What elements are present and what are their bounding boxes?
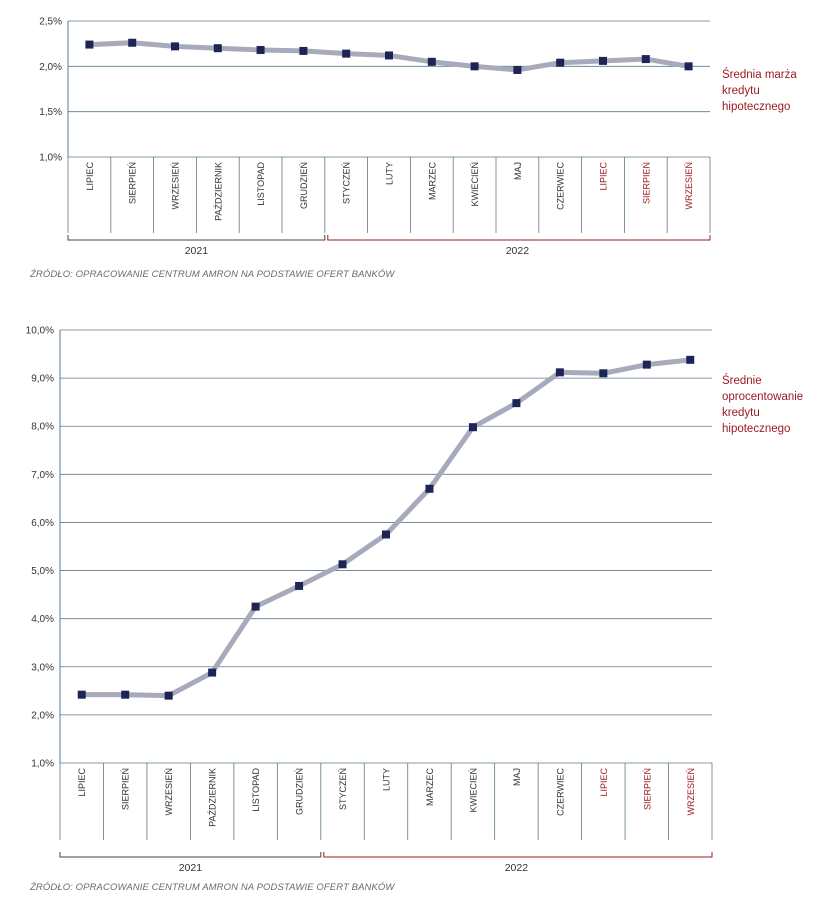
interest-legend-line-1: Średnie bbox=[722, 375, 762, 387]
month-label: KWIECIEŃ bbox=[468, 768, 478, 813]
month-label: LIPIEC bbox=[77, 768, 87, 797]
interest-legend-line-4: hipotecznego bbox=[722, 423, 791, 435]
year-label-2021: 2021 bbox=[179, 862, 203, 874]
interest-legend-line-3: kredytu bbox=[722, 407, 760, 419]
month-label: LUTY bbox=[382, 768, 392, 791]
month-label: MARZEC bbox=[427, 162, 437, 201]
month-label: SIERPIEŃ bbox=[641, 162, 651, 204]
month-label: KWIECIEŃ bbox=[470, 162, 480, 207]
month-label: LIPIEC bbox=[85, 162, 95, 191]
y-tick-label: 6,0% bbox=[31, 518, 54, 529]
margin-chart: 1,0% 1,5% 2,0% 2,5% LIPIEC SIERPIEŃ WRZESIEŃ PA… bbox=[39, 17, 711, 257]
data-point bbox=[77, 690, 86, 699]
y-tick-label: 7,0% bbox=[31, 470, 54, 481]
month-label: SIERPIEŃ bbox=[642, 768, 652, 810]
data-point bbox=[338, 560, 347, 569]
month-label: GRUDZIEŃ bbox=[299, 162, 309, 209]
month-label: WRZESIEŃ bbox=[684, 162, 694, 210]
year-bracket-2021 bbox=[67, 235, 326, 241]
data-point bbox=[121, 690, 130, 699]
data-point bbox=[256, 46, 265, 55]
data-point bbox=[642, 360, 651, 369]
month-label: STYCZEŃ bbox=[338, 768, 348, 810]
data-point bbox=[295, 581, 304, 590]
data-point bbox=[299, 46, 308, 55]
y-tick-label: 2,0% bbox=[39, 62, 62, 73]
data-point bbox=[427, 57, 436, 66]
month-label: SIERPIEŃ bbox=[128, 162, 138, 204]
data-point bbox=[684, 62, 693, 71]
month-label: LISTOPAD bbox=[251, 768, 261, 812]
data-point bbox=[171, 42, 179, 51]
interest-legend: Średnie oprocentowanie kredytu hipoteczn… bbox=[722, 373, 803, 437]
month-label: LISTOPAD bbox=[256, 162, 266, 206]
data-point bbox=[85, 40, 94, 49]
month-label: LUTY bbox=[385, 162, 395, 185]
series-line bbox=[79, 357, 693, 699]
y-tick-label: 8,0% bbox=[31, 422, 54, 433]
month-label: STYCZEŃ bbox=[342, 162, 352, 204]
month-label: PAŹDZIERNIK bbox=[208, 768, 218, 827]
y-tick-label: 1,0% bbox=[39, 153, 62, 164]
month-label: WRZESIEŃ bbox=[164, 768, 174, 816]
year-label-2021: 2021 bbox=[185, 245, 209, 257]
year-label-2022: 2022 bbox=[506, 245, 530, 257]
data-point bbox=[385, 51, 393, 60]
data-point bbox=[686, 355, 695, 364]
month-label: MARZEC bbox=[425, 768, 435, 807]
data-point bbox=[599, 56, 607, 65]
data-point bbox=[512, 399, 521, 408]
data-point bbox=[342, 49, 351, 58]
y-tick-label: 2,5% bbox=[39, 17, 62, 28]
data-point bbox=[208, 668, 217, 677]
margin-legend-line-3: hipotecznego bbox=[722, 101, 791, 113]
y-tick-label: 9,0% bbox=[31, 374, 54, 385]
y-tick-label: 10,0% bbox=[26, 326, 54, 337]
data-point bbox=[425, 484, 434, 493]
year-bracket-2021 bbox=[59, 852, 322, 858]
month-label: MAJ bbox=[512, 768, 522, 786]
month-label: LIPIEC bbox=[599, 162, 609, 191]
y-tick-label: 1,0% bbox=[31, 759, 54, 770]
month-label: SIERPIEŃ bbox=[121, 768, 131, 810]
source-note-2: ŹRÓDŁO: OPRACOWANIE CENTRUM AMRON NA POD… bbox=[30, 882, 395, 893]
data-point bbox=[213, 44, 222, 53]
month-label: MAJ bbox=[513, 162, 523, 180]
month-label: WRZESIEŃ bbox=[171, 162, 181, 210]
data-point bbox=[382, 530, 390, 539]
data-point bbox=[164, 691, 173, 700]
month-label: WRZESIEŃ bbox=[686, 768, 696, 816]
data-point bbox=[641, 55, 650, 64]
margin-legend: Średnia marża kredytu hipotecznego bbox=[722, 67, 797, 115]
interest-legend-line-2: oprocentowanie bbox=[722, 391, 804, 403]
y-tick-label: 3,0% bbox=[31, 662, 54, 673]
data-point bbox=[513, 65, 522, 74]
year-bracket-2022 bbox=[323, 852, 713, 858]
margin-legend-line-1: Średnia marża bbox=[722, 69, 797, 81]
data-point bbox=[251, 602, 260, 611]
month-label: PAŹDZIERNIK bbox=[213, 162, 223, 221]
y-tick-label: 2,0% bbox=[31, 710, 54, 721]
month-label: CZERWIEC bbox=[556, 162, 566, 210]
data-point bbox=[128, 38, 137, 47]
month-label: LIPIEC bbox=[599, 768, 609, 797]
month-label: CZERWIEC bbox=[555, 768, 565, 816]
data-point bbox=[599, 369, 608, 378]
data-point bbox=[468, 423, 477, 432]
month-label: GRUDZIEŃ bbox=[295, 768, 305, 815]
y-tick-label: 4,0% bbox=[31, 614, 54, 625]
year-label-2022: 2022 bbox=[505, 862, 529, 874]
data-point bbox=[556, 58, 565, 67]
source-note-1: ŹRÓDŁO: OPRACOWANIE CENTRUM AMRON NA POD… bbox=[30, 269, 395, 280]
year-bracket-2022 bbox=[327, 235, 711, 241]
data-point bbox=[555, 368, 564, 377]
margin-legend-line-2: kredytu bbox=[722, 85, 760, 97]
y-tick-label: 5,0% bbox=[31, 566, 54, 577]
data-point bbox=[470, 62, 479, 71]
y-tick-label: 1,5% bbox=[39, 107, 62, 118]
